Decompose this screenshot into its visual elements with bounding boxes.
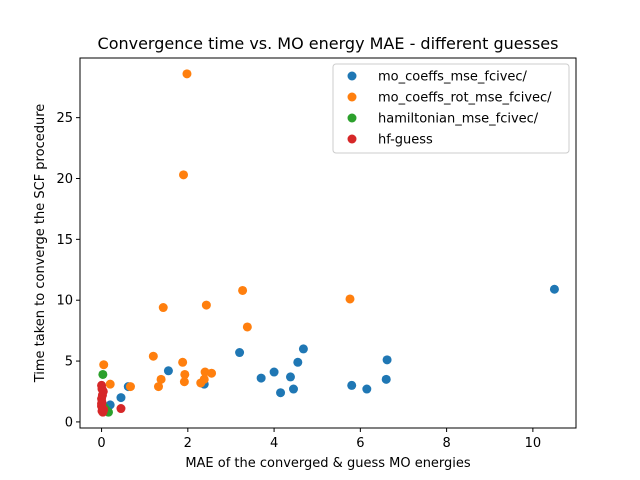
- data-point: [276, 388, 286, 398]
- y-tick-label: 20: [56, 172, 73, 187]
- data-point: [293, 357, 303, 367]
- data-point: [347, 380, 357, 390]
- legend-marker: [347, 92, 357, 102]
- data-point: [238, 285, 248, 295]
- data-point: [285, 372, 295, 382]
- data-point: [382, 355, 392, 365]
- x-tick-label: 8: [442, 436, 450, 451]
- series-mo-coeffs-mse-fcivec: [100, 284, 559, 416]
- data-point: [201, 300, 211, 310]
- data-point: [99, 360, 109, 370]
- data-point: [156, 374, 166, 384]
- data-point: [199, 374, 209, 384]
- data-point: [345, 294, 355, 304]
- legend: mo_coeffs_mse_fcivec/mo_coeffs_rot_mse_f…: [332, 63, 570, 154]
- data-point: [97, 399, 107, 409]
- data-point: [269, 367, 279, 377]
- data-point: [98, 369, 108, 379]
- y-axis-ticks: 0 5 10 15 20 25: [56, 111, 80, 430]
- data-point: [298, 344, 308, 354]
- data-point: [98, 386, 108, 396]
- data-point: [207, 368, 217, 378]
- data-point: [158, 303, 168, 313]
- y-tick-label: 15: [56, 233, 73, 248]
- data-point: [180, 369, 190, 379]
- data-point: [242, 322, 252, 332]
- data-point: [179, 170, 189, 180]
- legend-entry: hamiltonian_mse_fcivec/: [378, 112, 539, 127]
- x-tick-label: 0: [97, 436, 105, 451]
- legend-box: [332, 63, 570, 154]
- x-tick-label: 4: [270, 436, 278, 451]
- x-tick-label: 6: [356, 436, 364, 451]
- data-point: [148, 351, 158, 361]
- data-point: [179, 377, 189, 387]
- x-tick-label: 10: [525, 436, 542, 451]
- series-hf-guess: [97, 380, 126, 417]
- legend-entry: mo_coeffs_mse_fcivec/: [378, 70, 528, 85]
- y-axis-label: Time taken to converge the SCF procedure: [33, 104, 48, 384]
- data-point: [105, 379, 115, 389]
- data-point: [182, 69, 192, 79]
- data-point: [381, 374, 391, 384]
- series-mo-coeffs-rot-mse-fcivec: [99, 69, 355, 392]
- legend-marker: [347, 134, 357, 144]
- y-tick-label: 5: [65, 355, 73, 370]
- plot-area: [79, 57, 577, 429]
- legend-entry: mo_coeffs_rot_mse_fcivec/: [378, 91, 552, 106]
- chart-title: Convergence time vs. MO energy MAE - dif…: [98, 34, 559, 53]
- legend-marker: [347, 71, 357, 81]
- y-tick-label: 0: [65, 415, 73, 430]
- y-tick-label: 10: [56, 294, 73, 309]
- data-point: [153, 382, 163, 392]
- data-point: [116, 393, 126, 403]
- data-point: [116, 404, 126, 414]
- x-axis-label: MAE of the converged & guess MO energies: [185, 456, 471, 471]
- data-points: [97, 69, 559, 417]
- data-point: [362, 384, 372, 394]
- data-point: [288, 384, 298, 394]
- legend-marker: [347, 113, 357, 123]
- data-point: [178, 357, 188, 367]
- legend-entry: hf-guess: [378, 133, 433, 148]
- x-tick-label: 2: [184, 436, 192, 451]
- y-tick-label: 25: [56, 111, 73, 126]
- data-point: [256, 373, 266, 383]
- data-point: [125, 382, 135, 392]
- x-axis-ticks: 0 2 4 6 8 10: [97, 428, 541, 451]
- data-point: [163, 366, 173, 376]
- data-point: [549, 284, 559, 294]
- data-point: [235, 348, 245, 358]
